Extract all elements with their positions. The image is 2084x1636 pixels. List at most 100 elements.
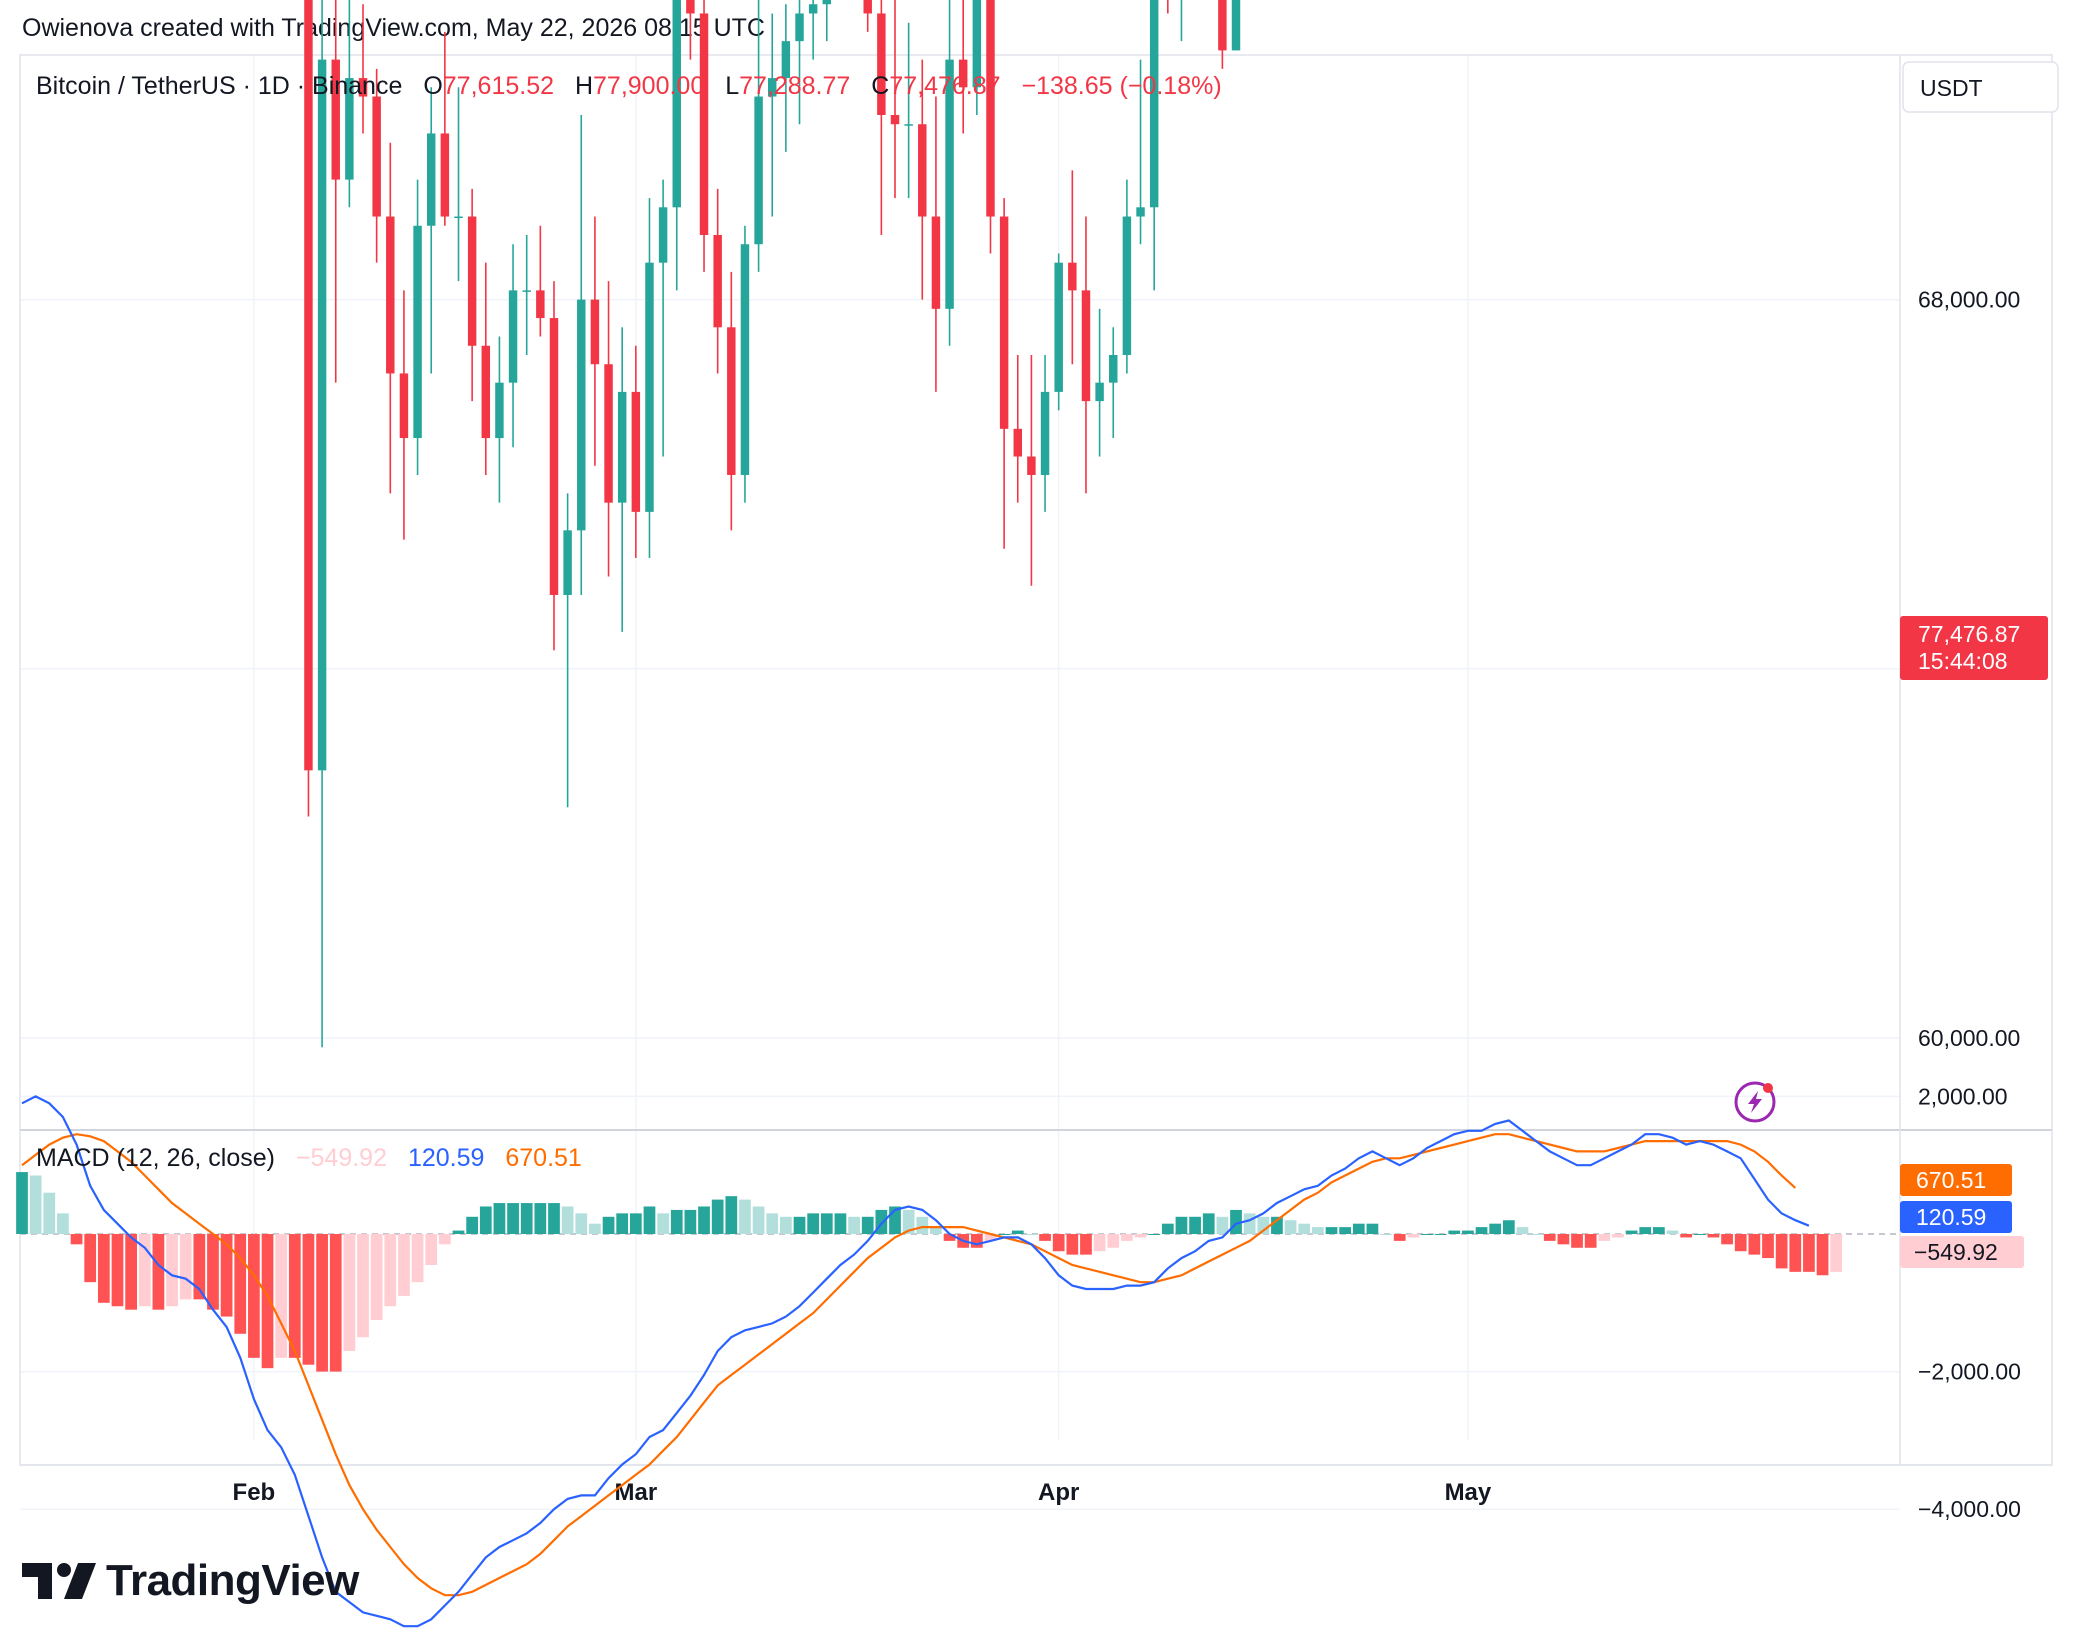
macd-hist-bar (1502, 1220, 1515, 1234)
macd-hist-bar (479, 1206, 492, 1234)
macd-hist-bar (220, 1234, 233, 1317)
candle (617, 327, 627, 632)
macd-hist-bar (820, 1213, 833, 1234)
macd-hist-bar (752, 1206, 765, 1234)
macd-hist-bar (548, 1203, 560, 1234)
macd-hist-bar (875, 1209, 888, 1234)
candle (1095, 308, 1104, 457)
macd-hist-bar (507, 1203, 519, 1234)
macd-hist-bar (1625, 1230, 1638, 1234)
macd-hist-bar (152, 1234, 165, 1310)
macd-hist-bar (288, 1234, 301, 1358)
time-tick-label: May (1445, 1479, 1492, 1506)
candlestick-series (304, 0, 1241, 1048)
macd-hist-bar (384, 1234, 397, 1307)
candle (822, 0, 832, 42)
macd-hist-bar (425, 1234, 438, 1265)
macd-hist-bar (1557, 1234, 1570, 1245)
macd-hist-bar (1161, 1223, 1174, 1234)
macd-hist-bar (1816, 1234, 1829, 1276)
candle (440, 31, 450, 226)
time-tick-label: Apr (1038, 1479, 1079, 1506)
candle (999, 198, 1009, 549)
candle (1054, 253, 1063, 411)
macd-hist-bar (698, 1206, 710, 1234)
candle (1040, 354, 1050, 512)
change-value: −138.65 (−0.18%) (1022, 72, 1222, 100)
candle (508, 244, 518, 448)
candle (563, 493, 572, 808)
macd-hist-bar (1789, 1234, 1802, 1272)
macd-hist-bar (1230, 1209, 1242, 1234)
time-tick-label: Mar (614, 1479, 657, 1506)
candle (604, 281, 613, 577)
macd-hist-bar (1707, 1234, 1720, 1238)
macd-hist-bar (1571, 1234, 1583, 1248)
macd-hist-bar (261, 1234, 274, 1369)
macd-hist-bar (1039, 1234, 1051, 1241)
macd-hist-bar (411, 1234, 424, 1283)
macd-hist-bar (1584, 1234, 1597, 1248)
candle (372, 68, 381, 263)
macd-hist-bar (1284, 1220, 1297, 1234)
macd-hist-bar (1475, 1227, 1488, 1234)
macd-hist-bar (616, 1213, 629, 1234)
candle (768, 13, 777, 217)
macd-hist-bar (711, 1199, 724, 1234)
macd-hist-bar (670, 1209, 683, 1234)
price-axis[interactable]: 60,000.0064,000.0068,000.0072,000.0076,0… (1918, 0, 2020, 1051)
candle (686, 0, 695, 60)
price-tick-label: 60,000.00 (1918, 1025, 2020, 1051)
candle (645, 198, 654, 559)
candle (399, 290, 409, 540)
macd-hist-bar (1325, 1227, 1338, 1234)
macd-hist-bar (1489, 1223, 1502, 1234)
macd-hist-bar (1134, 1234, 1147, 1238)
tradingview-logo[interactable]: TradingView (22, 1555, 359, 1607)
macd-legend[interactable]: MACD (12, 26, close) −549.92 120.59 670.… (36, 1144, 582, 1172)
macd-axis[interactable]: −6,000.00 −4,000.00 −2,000.00 2,000.00 (1918, 1083, 2021, 1636)
macd-hist-bar (438, 1234, 451, 1245)
macd-hist-bar (1666, 1230, 1679, 1234)
symbol-title: Bitcoin / TetherUS · 1D · Binance (36, 72, 402, 100)
macd-hist-bar (125, 1234, 137, 1310)
macd-line (21, 1095, 1810, 1628)
candle (1180, 0, 1183, 42)
candle (658, 179, 668, 457)
candle (345, 0, 354, 208)
candle (1122, 179, 1132, 374)
high-value: 77,900.00 (593, 72, 704, 100)
macd-hist-bar (520, 1203, 533, 1234)
macd-hist-bar (1407, 1234, 1420, 1238)
macd-hist-bar (534, 1203, 547, 1234)
macd-hist-bar (739, 1199, 751, 1234)
macd-title: MACD (12, 26, close) (36, 1144, 275, 1172)
macd-hist-bar (1298, 1223, 1311, 1234)
candle (781, 4, 791, 152)
macd-hist-bar (493, 1203, 506, 1234)
macd-hist-bar (138, 1234, 151, 1307)
macd-hist-bar (1052, 1234, 1065, 1252)
macd-hist-bar (179, 1234, 192, 1300)
macd-hist-bar (466, 1216, 479, 1234)
candle (918, 59, 927, 300)
candle (331, 0, 340, 383)
candle (672, 0, 681, 291)
lightning-icon[interactable] (1734, 1081, 1776, 1123)
symbol-legend[interactable]: Bitcoin / TetherUS · 1D · Binance O77,61… (36, 72, 1222, 100)
candle (877, 0, 886, 235)
open-value: 77,615.52 (443, 72, 554, 100)
macd-hist-bar (1257, 1216, 1270, 1234)
candle (986, 0, 995, 254)
macd-hist-bar (970, 1234, 983, 1248)
macd-hist-bar (902, 1209, 915, 1234)
time-axis[interactable]: Feb Mar Apr May (233, 1479, 1492, 1506)
macd-line-value: 120.59 (408, 1144, 484, 1172)
candle (1231, 0, 1241, 51)
low-value: 77,288.77 (739, 72, 850, 100)
macd-hist-bar (1434, 1234, 1447, 1235)
high-label: H (575, 72, 593, 100)
macd-hist-bar (1598, 1234, 1611, 1241)
currency-button[interactable]: USDT (1902, 61, 2059, 113)
